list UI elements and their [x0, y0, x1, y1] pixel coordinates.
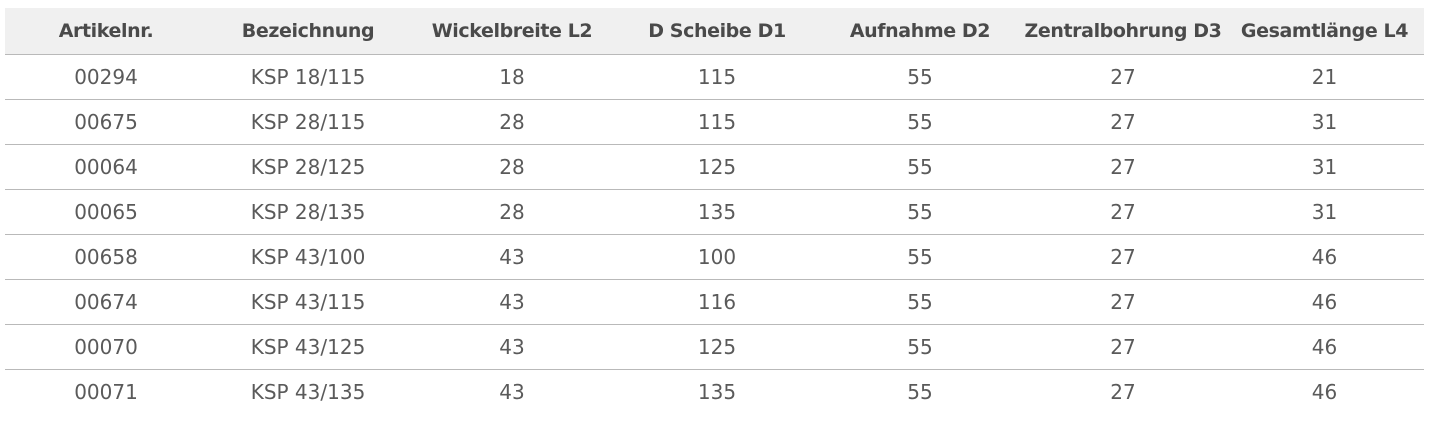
cell-zentralbohrung: 27: [1021, 279, 1225, 325]
table-row: 00065 KSP 28/135 28 135 55 27 31: [5, 189, 1424, 235]
cell-gesamtlaenge: 21: [1225, 54, 1424, 100]
cell-aufnahme: 55: [819, 189, 1021, 235]
cell-artikelnr: 00070: [5, 324, 207, 370]
cell-gesamtlaenge: 46: [1225, 234, 1424, 280]
cell-zentralbohrung: 27: [1021, 324, 1225, 370]
cell-d-scheibe: 116: [615, 279, 819, 325]
cell-zentralbohrung: 27: [1021, 144, 1225, 190]
cell-artikelnr: 00675: [5, 99, 207, 145]
cell-wickelbreite: 28: [409, 99, 615, 145]
header-gesamtlaenge: Gesamtlänge L4: [1225, 8, 1424, 55]
cell-aufnahme: 55: [819, 99, 1021, 145]
cell-bezeichnung: KSP 28/125: [207, 144, 409, 190]
table-row: 00294 KSP 18/115 18 115 55 27 21: [5, 54, 1424, 100]
table-row: 00071 KSP 43/135 43 135 55 27 46: [5, 369, 1424, 414]
cell-wickelbreite: 43: [499, 379, 525, 404]
cell-d-scheibe: 115: [615, 54, 819, 100]
cell-artikelnr: 00065: [5, 189, 207, 235]
product-table-container: Artikelnr. Bezeichnung Wickelbreite L2 D…: [5, 8, 1424, 414]
header-zentralbohrung: Zentralbohrung D3: [1021, 8, 1225, 55]
cell-gesamtlaenge: 46: [1311, 379, 1338, 404]
table-row: 00674 KSP 43/115 43 116 55 27 46: [5, 279, 1424, 325]
cell-aufnahme: 55: [819, 54, 1021, 100]
cell-wickelbreite: 18: [409, 54, 615, 100]
cell-bezeichnung: KSP 28/135: [207, 189, 409, 235]
table-header: Artikelnr. Bezeichnung Wickelbreite L2 D…: [5, 8, 1424, 55]
cell-zentralbohrung: 27: [1021, 189, 1225, 235]
cell-bezeichnung: KSP 43/135: [250, 379, 366, 404]
cell-gesamtlaenge: 31: [1225, 99, 1424, 145]
cell-bezeichnung: KSP 43/125: [207, 324, 409, 370]
cell-gesamtlaenge: 31: [1225, 144, 1424, 190]
cell-artikelnr: 00071: [74, 379, 138, 404]
header-row: Artikelnr. Bezeichnung Wickelbreite L2 D…: [5, 8, 1424, 55]
header-aufnahme: Aufnahme D2: [819, 8, 1021, 55]
cell-wickelbreite: 43: [409, 279, 615, 325]
cell-zentralbohrung: 27: [1110, 379, 1136, 404]
cell-artikelnr: 00294: [5, 54, 207, 100]
product-spec-table: Artikelnr. Bezeichnung Wickelbreite L2 D…: [5, 8, 1424, 414]
cell-bezeichnung: KSP 43/115: [207, 279, 409, 325]
cell-wickelbreite: 28: [409, 144, 615, 190]
cell-aufnahme: 55: [819, 144, 1021, 190]
cell-d-scheibe: 125: [615, 144, 819, 190]
cell-zentralbohrung: 27: [1021, 54, 1225, 100]
table-body: 00294 KSP 18/115 18 115 55 27 21 00675 K…: [5, 54, 1424, 414]
table-row: 00675 KSP 28/115 28 115 55 27 31: [5, 99, 1424, 145]
cell-artikelnr: 00658: [5, 234, 207, 280]
cell-gesamtlaenge: 46: [1225, 324, 1424, 370]
cell-aufnahme: 55: [819, 234, 1021, 280]
cell-aufnahme: 55: [819, 324, 1021, 370]
cell-d-scheibe: 135: [615, 189, 819, 235]
table-row: 00658 KSP 43/100 43 100 55 27 46: [5, 234, 1424, 280]
table-row: 00064 KSP 28/125 28 125 55 27 31: [5, 144, 1424, 190]
cell-gesamtlaenge: 46: [1225, 279, 1424, 325]
cell-d-scheibe: 100: [615, 234, 819, 280]
cell-zentralbohrung: 27: [1021, 99, 1225, 145]
table-row: 00070 KSP 43/125 43 125 55 27 46: [5, 324, 1424, 370]
cell-zentralbohrung: 27: [1021, 234, 1225, 280]
header-bezeichnung: Bezeichnung: [207, 8, 409, 55]
header-wickelbreite: Wickelbreite L2: [409, 8, 615, 55]
cell-aufnahme: 55: [819, 279, 1021, 325]
cell-d-scheibe: 135: [697, 379, 737, 404]
cell-bezeichnung: KSP 18/115: [207, 54, 409, 100]
cell-wickelbreite: 28: [409, 189, 615, 235]
cell-bezeichnung: KSP 28/115: [207, 99, 409, 145]
cell-d-scheibe: 125: [615, 324, 819, 370]
cell-gesamtlaenge: 31: [1225, 189, 1424, 235]
cell-wickelbreite: 43: [409, 324, 615, 370]
cell-artikelnr: 00064: [5, 144, 207, 190]
header-artikelnr: Artikelnr.: [5, 8, 207, 55]
cell-aufnahme: 55: [907, 379, 933, 404]
cell-wickelbreite: 43: [409, 234, 615, 280]
cell-bezeichnung: KSP 43/100: [207, 234, 409, 280]
cell-d-scheibe: 115: [615, 99, 819, 145]
cell-artikelnr: 00674: [5, 279, 207, 325]
header-d-scheibe: D Scheibe D1: [615, 8, 819, 55]
